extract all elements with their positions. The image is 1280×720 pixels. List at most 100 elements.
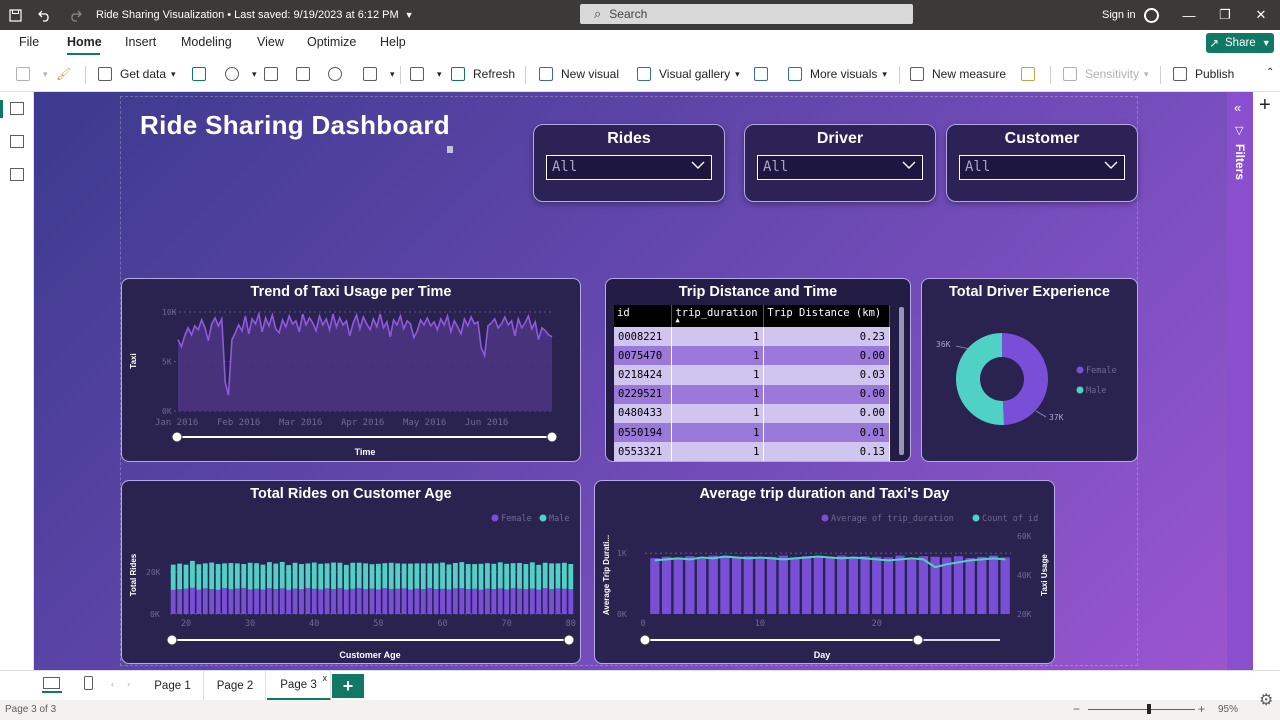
page-tab-3[interactable]: Page 3 x xyxy=(267,671,331,701)
share-button[interactable]: ↗ Share ▼ xyxy=(1206,33,1274,53)
maximize-button[interactable]: ❐ xyxy=(1219,7,1231,22)
zoom-slider[interactable] xyxy=(1088,709,1195,710)
menu-home[interactable]: Home xyxy=(67,35,102,49)
chevron-down-icon: ▾ xyxy=(882,68,887,79)
close-button[interactable]: ✕ xyxy=(1255,7,1267,22)
age-chart-card[interactable]: Total Rides on Customer Age 20K 0K 20 30 40 5… xyxy=(121,480,581,664)
bar-female xyxy=(343,589,349,614)
sensitivity-button[interactable]: Sensitivity ▾ xyxy=(1063,67,1149,81)
quick-measure-button[interactable] xyxy=(1021,67,1043,81)
recent-sources-button[interactable] xyxy=(328,67,350,81)
close-tab-icon[interactable]: x xyxy=(322,673,328,683)
slicer-dropdown[interactable]: All xyxy=(546,155,712,180)
search-icon: ⌕ xyxy=(594,6,602,21)
desktop-layout-icon[interactable] xyxy=(43,677,60,689)
visual-gallery-button[interactable]: Visual gallery ▾ xyxy=(637,67,740,81)
page-tab-1[interactable]: Page 1 xyxy=(142,671,204,701)
bar-male xyxy=(363,563,368,590)
bar-average-duration xyxy=(790,557,800,614)
table-row[interactable]: 0553321 1 0.13 xyxy=(614,442,890,461)
driver-chart-card[interactable]: Total Driver Experience 36K 37K Female Male xyxy=(921,278,1138,462)
new-measure-label: New measure xyxy=(932,67,1007,81)
minimize-button[interactable]: — xyxy=(1182,7,1196,23)
table-row[interactable]: 0075470 1 0.00 xyxy=(614,346,890,366)
more-visuals-button[interactable]: More visuals ▾ xyxy=(788,67,887,81)
table-row[interactable]: 0480433 1 0.00 xyxy=(614,403,890,423)
bar-average-duration xyxy=(848,557,858,614)
slicer-dropdown[interactable]: All xyxy=(959,155,1125,180)
bar-average-duration xyxy=(907,558,917,614)
previous-page-icon[interactable]: ‹ xyxy=(111,679,114,689)
mobile-layout-icon[interactable] xyxy=(84,676,93,690)
new-visual-button[interactable]: New visual xyxy=(539,67,619,81)
menu-view[interactable]: View xyxy=(257,35,284,49)
table-row[interactable]: 0008221 1 0.23 xyxy=(614,327,890,347)
bar-male xyxy=(279,561,285,589)
bar-female xyxy=(459,588,465,614)
publish-button[interactable]: Publish xyxy=(1173,67,1234,81)
column-header-trip-distance[interactable]: Trip Distance (km) xyxy=(763,305,890,327)
range-slider-handle[interactable] xyxy=(166,634,178,646)
save-icon[interactable] xyxy=(0,0,30,30)
chevron-left-icon[interactable]: « xyxy=(1234,100,1242,115)
day-chart-card[interactable]: Average trip duration and Taxi's Day 1K 0… xyxy=(594,480,1055,664)
format-painter-button[interactable]: 🖌 xyxy=(56,67,71,81)
range-slider-handle[interactable] xyxy=(171,431,183,443)
range-slider-handle[interactable] xyxy=(563,634,575,646)
refresh-button[interactable]: Refresh xyxy=(451,67,515,81)
range-slider-handle[interactable] xyxy=(912,634,924,646)
format-button[interactable]: ▾ xyxy=(410,67,442,81)
resize-handle[interactable] xyxy=(447,146,453,153)
excel-button[interactable] xyxy=(192,67,214,81)
menu-insert[interactable]: Insert xyxy=(125,35,157,49)
chart-title: Trend of Taxi Usage per Time xyxy=(250,284,452,300)
add-icon[interactable]: + xyxy=(1259,94,1271,116)
zoom-in-icon[interactable]: + xyxy=(1198,702,1206,716)
trend-chart-card[interactable]: Trend of Taxi Usage per Time 10K 5K 0K Jan … xyxy=(121,278,581,462)
redo-icon[interactable] xyxy=(60,0,90,30)
dataflows-button[interactable]: ▾ xyxy=(225,67,257,81)
table-view-icon[interactable] xyxy=(10,135,24,148)
table-row[interactable]: 0550194 1 0.01 xyxy=(614,422,890,443)
bar-female xyxy=(395,588,401,614)
slicer-dropdown[interactable]: All xyxy=(757,155,923,180)
menu-modeling[interactable]: Modeling xyxy=(181,35,232,49)
transform-data-button[interactable]: ▾ xyxy=(363,67,395,81)
enter-data-button[interactable] xyxy=(296,67,318,81)
zoom-out-icon[interactable]: − xyxy=(1073,702,1081,716)
dataverse-button[interactable] xyxy=(264,67,286,81)
add-page-button[interactable]: + xyxy=(332,674,364,698)
paste-button[interactable]: ▾ xyxy=(16,67,48,81)
filters-pane[interactable]: « ▽ Filters xyxy=(1227,92,1253,670)
x-tick-label: 70 xyxy=(502,619,512,629)
model-view-icon[interactable] xyxy=(10,168,24,181)
menu-help[interactable]: Help xyxy=(380,35,406,49)
bar-average-duration xyxy=(743,556,753,614)
menu-optimize[interactable]: Optimize xyxy=(307,35,357,49)
table-row[interactable]: 0229521 1 0.00 xyxy=(614,384,890,404)
report-view-icon[interactable] xyxy=(10,102,24,115)
new-measure-button[interactable]: New measure xyxy=(910,67,1006,81)
search-input[interactable]: ⌕ Search xyxy=(580,4,913,24)
table-scrollbar[interactable] xyxy=(899,307,904,455)
table-row[interactable]: 0218424 1 0.03 xyxy=(614,365,890,385)
column-header-id[interactable]: id xyxy=(614,305,673,327)
collapse-ribbon-button[interactable]: ⌃ xyxy=(1266,67,1274,78)
zoom-slider-handle[interactable] xyxy=(1147,704,1151,714)
settings-icon[interactable]: ⚙ xyxy=(1259,692,1274,709)
range-slider-handle[interactable] xyxy=(546,431,558,443)
chevron-down-icon[interactable]: ▼ xyxy=(404,10,414,20)
text-box-button[interactable] xyxy=(754,67,776,81)
page-tab-2[interactable]: Page 2 xyxy=(205,671,266,701)
next-page-icon[interactable]: › xyxy=(127,679,130,689)
undo-icon[interactable] xyxy=(30,0,60,30)
range-slider-handle[interactable] xyxy=(639,634,651,646)
bar-male xyxy=(356,562,362,588)
menu-file[interactable]: File xyxy=(19,35,40,49)
legend-marker xyxy=(539,514,547,522)
sign-in-button[interactable]: Sign in xyxy=(1102,0,1159,30)
trip-table-card[interactable]: Trip Distance and Time id trip_duration ▲… xyxy=(605,278,911,462)
get-data-button[interactable]: Get data ▾ xyxy=(98,67,176,81)
column-header-trip-duration[interactable]: trip_duration ▲ xyxy=(671,305,765,327)
bar-female xyxy=(228,589,234,614)
